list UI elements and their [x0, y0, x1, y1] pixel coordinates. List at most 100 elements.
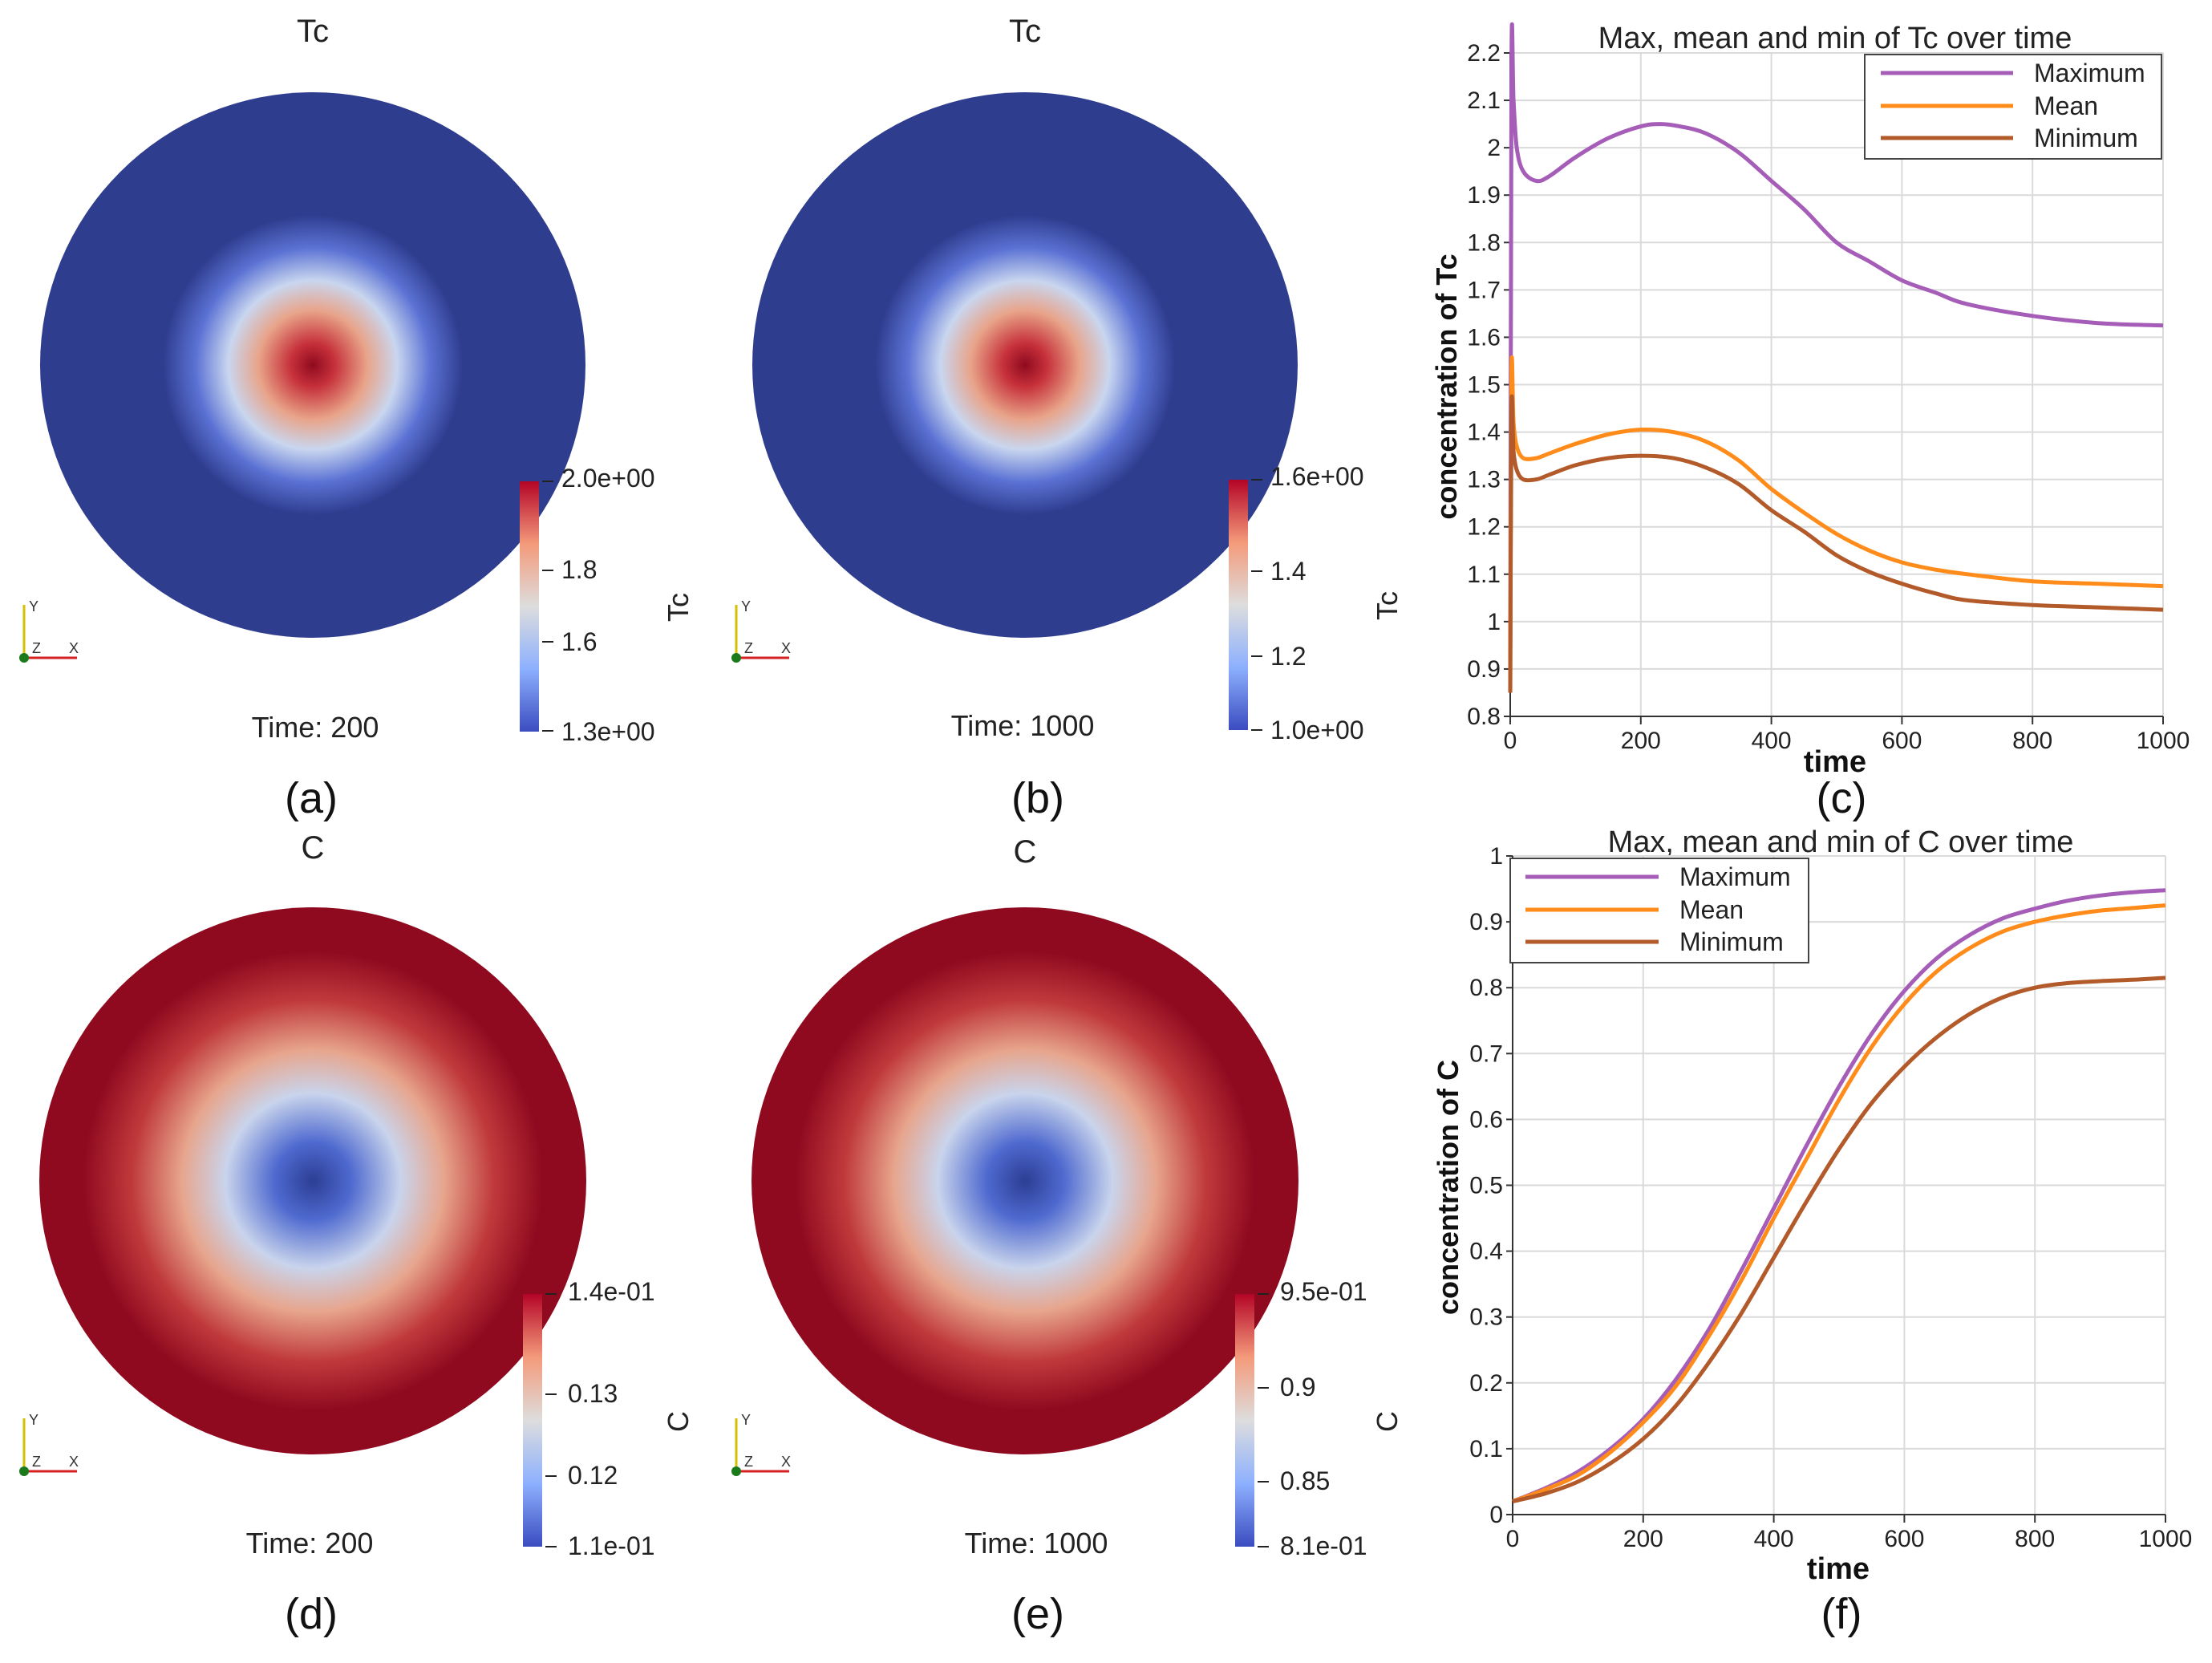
y-tick-label: 0.6	[1469, 1106, 1503, 1133]
panel-e-field-title: C	[1014, 834, 1037, 870]
panel-b-color-bar	[1229, 480, 1248, 730]
panel-e-bar-tick-2: 0.85	[1280, 1466, 1330, 1495]
panel-e-disk	[752, 907, 1298, 1454]
triad-z-label: Z	[32, 640, 41, 656]
chart-c-ylabel: concentration of Tc	[1430, 254, 1463, 519]
y-tick-label: 0.8	[1469, 975, 1503, 1001]
panel-d-scalar-bar: 1.4e-01 0.13 0.12 1.1e-01 C	[523, 1277, 695, 1560]
series-line-maximum	[1508, 22, 2164, 693]
chart-c-legend-min: Minimum	[2034, 124, 2138, 152]
series-line-minimum	[1508, 394, 2164, 693]
panel-b-bar-title: Tc	[1371, 591, 1404, 620]
y-tick-label: 1.3	[1467, 467, 1501, 493]
x-tick-label: 600	[1884, 1526, 1924, 1552]
panel-b-bar-tick-0: 1.6e+00	[1270, 462, 1364, 491]
panel-b: Tc Y Z X Time: 1000 1.6e+00 1.4 1.2 1.0e…	[731, 14, 1404, 822]
x-tick-label: 800	[2012, 728, 2052, 754]
chart-f-panel-label: (f)	[1821, 1590, 1862, 1638]
triad-x-label: X	[781, 640, 791, 656]
y-tick-label: 1.8	[1467, 229, 1501, 256]
x-tick-label: 800	[2015, 1526, 2055, 1552]
chart-f-ylabel: concentration of C	[1432, 1060, 1465, 1315]
panel-b-bar-tick-3: 1.0e+00	[1270, 716, 1364, 744]
triad-z-label: Z	[32, 1454, 41, 1470]
triad-y-label: Y	[29, 598, 38, 614]
x-tick-label: 0	[1504, 728, 1517, 754]
chart-c-ticks: 0 200 400 600 800 1000 0.8 0.9 1 1.1 1.2 1.3 1.4 1.5 1…	[1467, 40, 2190, 754]
y-tick-label: 0.1	[1469, 1436, 1503, 1462]
chart-c-title: Max, mean and min of Tc over time	[1598, 22, 2072, 55]
chart-c-panel-label: (c)	[1817, 774, 1867, 822]
panel-a: Tc Y Z X Time: 200 2.0e+00 1.8 1.6 1.3e+…	[19, 14, 695, 822]
panel-d-bar-tick-2: 0.12	[568, 1461, 618, 1490]
axes-triad: Y Z X	[731, 1412, 791, 1476]
series-line-mean	[1512, 903, 2166, 1503]
panel-a-bar-title: Tc	[662, 593, 695, 622]
panel-a-label: (a)	[285, 774, 338, 822]
panel-e-bar-tick-3: 8.1e-01	[1280, 1531, 1367, 1560]
panel-b-disk	[752, 92, 1298, 638]
y-tick-label: 0.9	[1467, 656, 1501, 683]
panel-a-bar-tick-3: 1.3e+00	[561, 717, 655, 746]
chart-f: Max, mean and min of C over time 0 200 400…	[1432, 825, 2192, 1638]
panel-e-bar-tick-1: 0.9	[1280, 1373, 1315, 1401]
panel-a-color-bar	[520, 481, 539, 732]
triad-y-label: Y	[741, 598, 751, 614]
chart-f-title: Max, mean and min of C over time	[1608, 825, 2074, 859]
panel-a-bar-tick-2: 1.6	[561, 627, 597, 656]
y-tick-label: 0	[1489, 1502, 1503, 1528]
y-tick-label: 1.2	[1467, 514, 1501, 541]
y-tick-label: 1.4	[1467, 420, 1501, 446]
chart-c: Max, mean and min of Tc over time 0 200 40…	[1430, 22, 2190, 822]
panel-e-label: (e)	[1011, 1590, 1064, 1638]
panel-b-label: (b)	[1011, 774, 1064, 822]
panel-e-bar-title: C	[1371, 1411, 1404, 1432]
chart-f-ticks: 0 200 400 600 800 1000 0 0.1 0.2 0.3 0.4 0.5 0.6 0.7 0…	[1469, 843, 2192, 1552]
x-tick-label: 600	[1882, 728, 1922, 754]
panel-e-scalar-bar: 9.5e-01 0.9 0.85 8.1e-01 C	[1235, 1277, 1404, 1560]
panel-d-time: Time: 200	[246, 1527, 374, 1560]
x-tick-label: 1000	[2139, 1526, 2193, 1552]
x-tick-label: 200	[1623, 1526, 1663, 1552]
panel-b-scalar-bar: 1.6e+00 1.4 1.2 1.0e+00 Tc	[1229, 462, 1404, 744]
panel-d-bar-tick-3: 1.1e-01	[568, 1531, 655, 1560]
y-tick-label: 2.1	[1467, 87, 1501, 114]
y-tick-label: 2	[1487, 135, 1501, 161]
y-tick-label: 0.5	[1469, 1173, 1503, 1199]
panel-d-bar-tick-1: 0.13	[568, 1379, 618, 1408]
y-tick-label: 0.3	[1469, 1304, 1503, 1331]
x-tick-label: 0	[1506, 1526, 1520, 1552]
chart-f-xlabel: time	[1807, 1552, 1870, 1586]
y-tick-label: 0.7	[1469, 1040, 1503, 1067]
panel-b-bar-tick-1: 1.4	[1270, 557, 1306, 586]
x-tick-label: 400	[1752, 728, 1792, 754]
panel-a-bar-tick-0: 2.0e+00	[561, 464, 655, 493]
triad-x-label: X	[781, 1454, 791, 1470]
x-tick-label: 200	[1621, 728, 1661, 754]
panel-d-bar-tick-0: 1.4e-01	[568, 1277, 655, 1306]
panel-a-field-title: Tc	[297, 14, 329, 49]
y-tick-label: 0.4	[1469, 1239, 1503, 1265]
chart-c-xlabel: time	[1804, 745, 1866, 779]
panel-e: C Y Z X Time: 1000 9.5e-01 0.9 0.85 8.1e…	[731, 834, 1404, 1638]
y-tick-label: 2.2	[1467, 40, 1501, 67]
axes-triad: Y Z X	[731, 598, 791, 663]
panel-a-scalar-bar: 2.0e+00 1.8 1.6 1.3e+00 Tc	[520, 464, 695, 746]
panel-d-bar-title: C	[662, 1411, 695, 1432]
triad-z-label: Z	[744, 640, 753, 656]
axes-triad: Y Z X	[19, 598, 79, 663]
y-tick-label: 0.2	[1469, 1370, 1503, 1397]
y-tick-label: 0.8	[1467, 704, 1501, 730]
triad-y-label: Y	[741, 1412, 751, 1428]
panel-d-color-bar	[523, 1294, 542, 1547]
panel-e-color-bar	[1235, 1294, 1254, 1547]
panel-d-disk	[39, 907, 586, 1454]
y-tick-label: 1.5	[1467, 372, 1501, 399]
x-tick-label: 400	[1754, 1526, 1794, 1552]
panel-d-field-title: C	[302, 830, 325, 866]
chart-f-legend-min: Minimum	[1679, 927, 1784, 956]
panel-d-label: (d)	[285, 1590, 338, 1638]
series-line-mean	[1508, 355, 2164, 693]
y-tick-label: 1.6	[1467, 324, 1501, 351]
